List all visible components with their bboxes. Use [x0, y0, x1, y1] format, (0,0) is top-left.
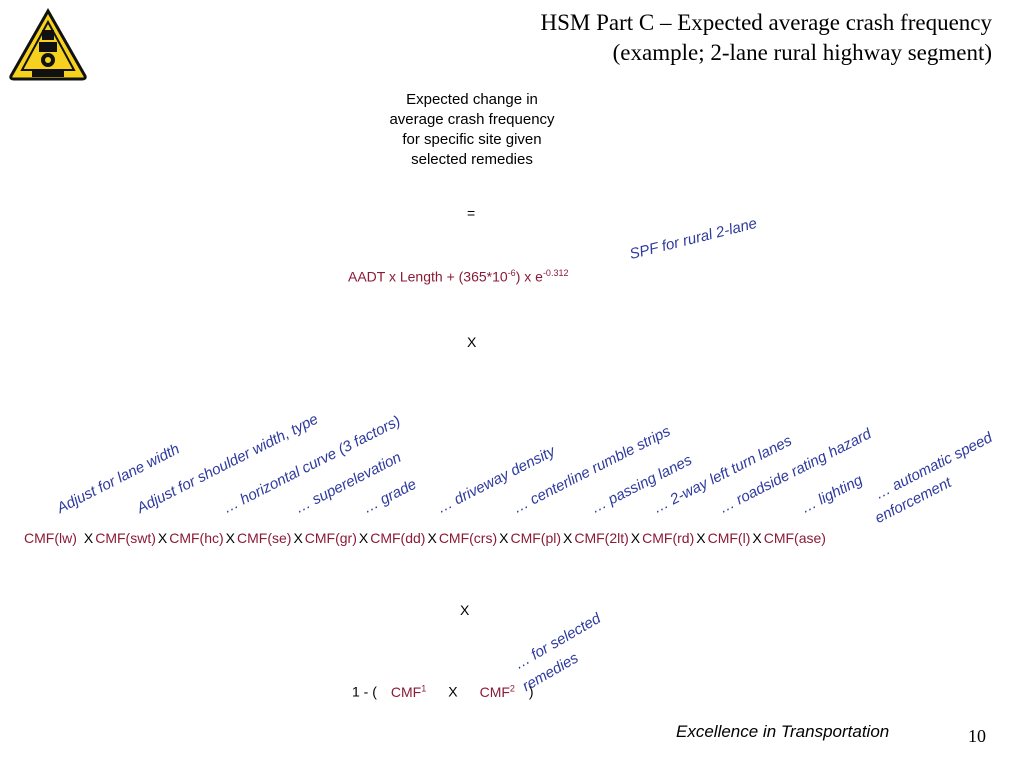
multiply-sign-2: X	[460, 602, 470, 618]
footer-tagline: Excellence in Transportation	[676, 722, 890, 741]
remedy-cmf-1-sup: 1	[421, 683, 427, 693]
wydot-triangle-logo-icon	[9, 7, 87, 81]
cmf-term: CMF(swt)	[95, 530, 156, 546]
cmf-operator: X	[83, 530, 94, 546]
remedy-suffix: )	[528, 683, 534, 700]
cmf-operator: X	[630, 530, 641, 546]
wydot-logo	[8, 7, 88, 82]
cmf-term: CMF(rd)	[642, 530, 695, 546]
page-number: 10	[968, 726, 986, 746]
note-lighting: … lighting	[798, 471, 866, 517]
cmf-term: CMF(dd)	[370, 530, 426, 546]
remedy-operator: X	[448, 683, 458, 700]
page-title: HSM Part C – Expected average crash freq…	[540, 8, 992, 68]
title-line-2: (example; 2-lane rural highway segment)	[612, 40, 992, 65]
cmf-operator: X	[696, 530, 706, 546]
cmf-operator: X	[358, 530, 369, 546]
remedy-cmf-2-label: CMF	[479, 683, 510, 700]
cmf-operator: X	[157, 530, 168, 546]
expected-line-4: selected remedies	[411, 151, 533, 168]
cmf-term: CMF(hc)	[169, 530, 224, 546]
expected-line-1: Expected change in	[406, 91, 538, 108]
cmf-term: CMF(crs)	[438, 530, 498, 546]
spf-formula-part2: ) x e	[515, 268, 543, 285]
cmf-term: CMF(pl)	[510, 530, 562, 546]
spf-formula: AADT x Length + (365*10-6) x e-0.312	[348, 268, 568, 285]
spf-formula-exp1: -6	[507, 268, 516, 278]
cmf-term: CMF(lw)	[24, 530, 77, 546]
cmf-term: CMF(2lt)	[574, 530, 629, 546]
cmf-term: CMF(l)	[707, 530, 751, 546]
spf-annotation: SPF for rural 2-lane	[627, 214, 759, 263]
equals-sign: =	[467, 205, 476, 221]
remedy-cmf-2: CMF2	[479, 683, 515, 700]
cmf-operator: X	[563, 530, 573, 546]
note-grade: … grade	[360, 475, 420, 517]
spf-formula-part1: AADT x Length + (365*10	[348, 268, 508, 285]
remedy-cmf-1: CMF1	[390, 683, 427, 700]
remedy-formula: 1 - (CMF1 X CMF2)	[352, 683, 534, 700]
cmf-operator: X	[427, 530, 437, 546]
cmf-term: CMF(gr)	[304, 530, 357, 546]
spf-formula-exp2: -0.312	[542, 268, 569, 278]
cmf-product-row: CMF(lw) X CMF(swt) X CMF(hc) X CMF(se) X CMF(gr)…	[24, 530, 826, 546]
cmf-operator: X	[293, 530, 303, 546]
cmf-term: CMF(ase)	[763, 530, 826, 546]
multiply-sign-1: X	[467, 334, 477, 350]
cmf-operator: X	[225, 530, 235, 546]
remedy-prefix: 1 - (	[352, 683, 377, 700]
title-line-1: HSM Part C – Expected average crash freq…	[540, 10, 992, 35]
cmf-operator: X	[499, 530, 509, 546]
cmf-term: CMF(se)	[237, 530, 292, 546]
expected-line-3: for specific site given	[402, 131, 542, 148]
expected-line-2: average crash frequency	[389, 111, 555, 128]
remedy-cmf-1-label: CMF	[390, 683, 422, 700]
cmf-operator: X	[752, 530, 762, 546]
expected-change-label: Expected change in average crash frequen…	[362, 90, 582, 170]
remedy-cmf-2-sup: 2	[509, 683, 515, 693]
